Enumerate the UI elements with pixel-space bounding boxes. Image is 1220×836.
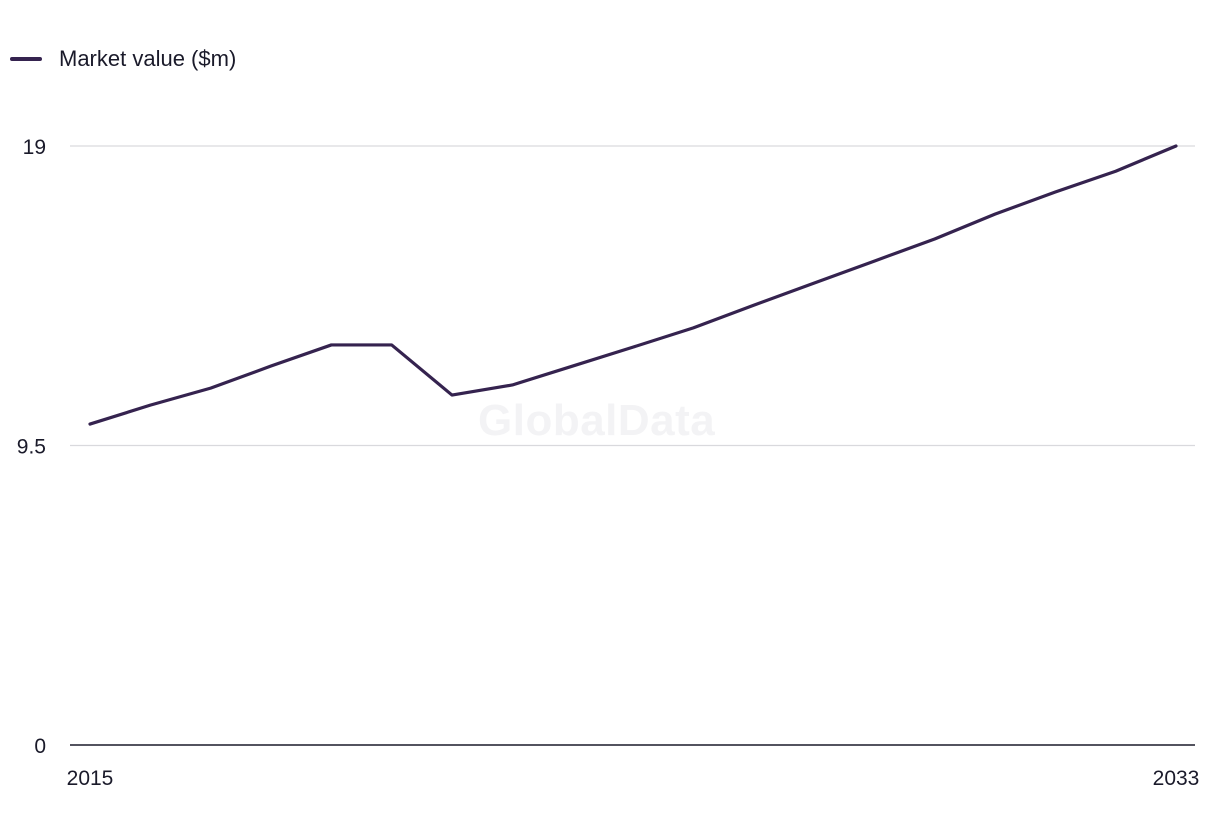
series-line	[88, 144, 1178, 426]
y-tick-label: 9.5	[17, 436, 46, 459]
legend-swatch	[10, 57, 42, 61]
legend: Market value ($m)	[10, 46, 236, 72]
y-tick-label: 19	[23, 136, 46, 159]
x-tick-label: 2033	[1153, 767, 1200, 790]
legend-label: Market value ($m)	[59, 46, 237, 71]
watermark-logo: GlobalData	[478, 396, 716, 445]
y-tick-label: 0	[34, 735, 46, 758]
x-tick-label: 2015	[67, 767, 114, 790]
